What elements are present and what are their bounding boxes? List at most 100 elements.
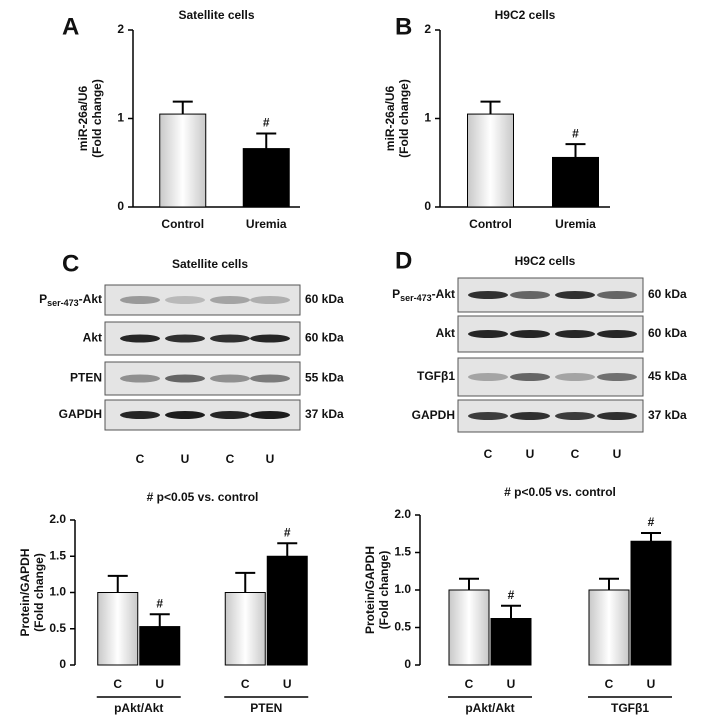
bar bbox=[139, 626, 181, 666]
blot-band bbox=[120, 334, 160, 343]
y-tick-label: 0 bbox=[117, 199, 124, 213]
y-axis-label-line: Protein/GAPDH bbox=[18, 548, 32, 636]
blot-band bbox=[510, 412, 550, 420]
bar bbox=[97, 592, 139, 666]
lane-label: U bbox=[526, 447, 535, 461]
bar bbox=[224, 592, 266, 666]
blot-row-label-part: -Akt bbox=[432, 287, 455, 301]
series-label: U bbox=[283, 677, 292, 691]
bar bbox=[490, 618, 532, 666]
blot-band bbox=[210, 374, 250, 383]
y-axis-label: miR-26a/U6(Fold change) bbox=[383, 79, 411, 158]
x-tick-label: pAkt/Akt bbox=[114, 701, 163, 715]
x-tick-label: Uremia bbox=[246, 217, 287, 231]
lane-label: C bbox=[571, 447, 580, 461]
panel-letter: B bbox=[395, 13, 412, 40]
blot-band bbox=[120, 374, 160, 383]
blot-band bbox=[210, 296, 250, 304]
bar bbox=[159, 113, 207, 208]
series-label: C bbox=[605, 677, 614, 691]
panel-letter: C bbox=[62, 250, 79, 277]
lane-label: C bbox=[136, 452, 145, 466]
y-tick-label: 0.5 bbox=[394, 620, 411, 634]
blot-size: 45 kDa bbox=[648, 369, 687, 383]
y-tick-label: 2 bbox=[424, 22, 431, 36]
blot-size: 55 kDa bbox=[305, 371, 344, 385]
x-tick-label: Control bbox=[161, 217, 204, 231]
blot-row-label: Akt bbox=[436, 326, 455, 340]
blot-band bbox=[555, 373, 595, 381]
blot-row-label: PTEN bbox=[70, 371, 102, 385]
blot-band bbox=[165, 334, 205, 343]
y-tick-label: 0 bbox=[424, 199, 431, 213]
blot-size: 60 kDa bbox=[305, 292, 344, 306]
blot-title: Satellite cells bbox=[172, 257, 248, 271]
blot-size: 60 kDa bbox=[305, 331, 344, 345]
bar bbox=[467, 113, 514, 208]
y-tick-label: 2.0 bbox=[49, 512, 66, 526]
blot-band bbox=[468, 291, 508, 299]
blot-row-label-part: Akt bbox=[83, 331, 102, 345]
blot-band bbox=[250, 374, 290, 383]
lane-label: C bbox=[484, 447, 493, 461]
blot-band bbox=[468, 373, 508, 381]
blot-band bbox=[468, 412, 508, 420]
blot-strip bbox=[104, 284, 301, 316]
blot-band bbox=[250, 334, 290, 343]
chart-title: # p<0.05 vs. control bbox=[504, 485, 616, 499]
x-tick-label: TGFβ1 bbox=[611, 701, 649, 715]
blot-row-label-part: P bbox=[392, 287, 400, 301]
annotation: # bbox=[508, 588, 515, 602]
blot-band bbox=[468, 330, 508, 338]
y-axis-label-line: (Fold change) bbox=[377, 551, 391, 630]
y-tick-label: 1 bbox=[117, 111, 124, 125]
blot-band bbox=[597, 412, 637, 420]
annotation: # bbox=[284, 525, 291, 539]
y-tick-label: 2.0 bbox=[394, 507, 411, 521]
series-label: C bbox=[241, 677, 250, 691]
lane-label: U bbox=[266, 452, 275, 466]
blot-band bbox=[510, 373, 550, 381]
blot-band bbox=[120, 296, 160, 304]
chart-title: # p<0.05 vs. control bbox=[147, 490, 259, 504]
y-axis-label: Protein/GAPDH(Fold change) bbox=[363, 546, 391, 634]
annotation: # bbox=[263, 116, 270, 130]
bar bbox=[630, 540, 672, 666]
blot-row-label: Pser-473-Akt bbox=[392, 287, 455, 303]
chart-title: H9C2 cells bbox=[495, 8, 556, 22]
annotation: # bbox=[156, 596, 163, 610]
y-axis-label: miR-26a/U6(Fold change) bbox=[76, 79, 104, 158]
y-axis-label: Protein/GAPDH(Fold change) bbox=[18, 548, 46, 636]
blot-size: 37 kDa bbox=[305, 407, 344, 421]
panel-letter: A bbox=[62, 13, 79, 40]
blot-band bbox=[597, 330, 637, 338]
blot-row-label: TGFβ1 bbox=[417, 369, 455, 383]
bar bbox=[242, 148, 290, 208]
bar bbox=[266, 555, 308, 666]
blot-row-label: GAPDH bbox=[412, 408, 455, 422]
blot-band bbox=[510, 330, 550, 338]
blot-row-label-part: TGFβ1 bbox=[417, 369, 455, 383]
x-tick-label: pAkt/Akt bbox=[465, 701, 514, 715]
lane-label: C bbox=[226, 452, 235, 466]
y-axis-label-line: (Fold change) bbox=[90, 79, 104, 158]
y-tick-label: 1.0 bbox=[49, 585, 66, 599]
blot-row-label-part: PTEN bbox=[70, 371, 102, 385]
blot-row-label-part: ser-473 bbox=[400, 293, 432, 303]
lane-label: U bbox=[613, 447, 622, 461]
bar bbox=[588, 589, 630, 666]
y-axis-label-line: (Fold change) bbox=[32, 553, 46, 632]
blot-band bbox=[120, 411, 160, 419]
blot-band bbox=[510, 291, 550, 299]
blot-band bbox=[165, 296, 205, 304]
blot-row-label-part: Akt bbox=[436, 326, 455, 340]
y-tick-label: 1 bbox=[424, 111, 431, 125]
blot-row-label: GAPDH bbox=[59, 407, 102, 421]
blot-row-label: Pser-473-Akt bbox=[39, 292, 102, 308]
x-tick-label: Control bbox=[469, 217, 512, 231]
x-tick-label: PTEN bbox=[250, 701, 282, 715]
blot-band bbox=[165, 411, 205, 419]
blot-row-label-part: GAPDH bbox=[412, 408, 455, 422]
series-label: U bbox=[155, 677, 164, 691]
